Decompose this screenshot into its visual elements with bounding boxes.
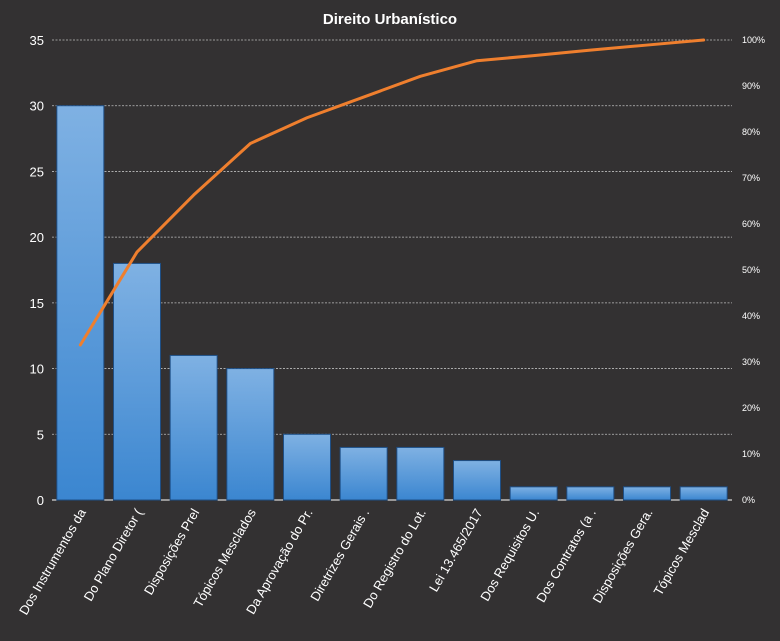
y-axis-right: 0% 10% 20% 30% 40% 50% 60% 70% 80% 90% 100%	[742, 35, 765, 505]
y-left-tick-label: 15	[30, 296, 44, 311]
y-left-tick-label: 0	[37, 493, 44, 508]
x-tick-label: Tópicos Mesclados	[190, 506, 259, 610]
bar	[509, 486, 558, 501]
cumulative-line	[78, 38, 706, 347]
bar	[396, 446, 445, 501]
y-left-tick-label: 25	[30, 164, 44, 179]
bar	[339, 446, 388, 501]
y-axis-left: 0 5 10 15 20 25 30 35	[30, 33, 44, 508]
y-left-tick-label: 30	[30, 99, 44, 114]
bar	[623, 486, 671, 501]
y-right-tick-label: 40%	[742, 311, 760, 321]
gridlines	[52, 39, 732, 501]
bar	[113, 262, 161, 501]
y-right-tick-label: 60%	[742, 219, 760, 229]
y-right-tick-label: 20%	[742, 403, 760, 413]
y-right-tick-label: 70%	[742, 173, 760, 183]
x-tick-label: Dos Contratos (a .	[533, 506, 599, 605]
x-tick-label: Lei 13.465/2017	[426, 506, 486, 594]
y-right-tick-label: 0%	[742, 495, 755, 505]
x-tick-label: Da Aprovação do Pr.	[243, 506, 316, 617]
x-tick-label: Disposições Prel	[141, 506, 202, 597]
y-right-tick-label: 100%	[742, 35, 765, 45]
bar	[453, 460, 501, 501]
x-tick-label: Disposições Gera.	[589, 506, 655, 605]
y-right-tick-label: 50%	[742, 265, 760, 275]
bar	[679, 486, 728, 501]
y-left-tick-label: 20	[30, 230, 44, 245]
bar	[56, 105, 105, 501]
cumulative-line-layer	[78, 38, 706, 347]
y-left-tick-label: 35	[30, 33, 44, 48]
x-tick-label: Do Plano Diretor (	[81, 505, 146, 603]
bar	[566, 486, 615, 501]
bar	[226, 368, 275, 501]
y-left-tick-label: 5	[37, 427, 44, 442]
x-tick-label: Tópicos Mesclad	[651, 506, 713, 598]
y-right-tick-label: 10%	[742, 449, 760, 459]
y-left-tick-label: 10	[30, 362, 44, 377]
x-tick-label: Diretrizes Gerais .	[307, 506, 372, 604]
y-right-tick-label: 30%	[742, 357, 760, 367]
bar	[283, 433, 331, 501]
x-tick-label: Do Registro do Lot.	[360, 506, 429, 611]
y-right-tick-label: 90%	[742, 81, 760, 91]
y-right-tick-label: 80%	[742, 127, 760, 137]
chart-title: Direito Urbanístico	[323, 11, 457, 28]
bars	[56, 105, 728, 501]
x-tick-label: Dos Requisitos U.	[477, 506, 542, 604]
x-tick-label: Dos Instrumentos da	[16, 505, 89, 617]
bar	[169, 354, 218, 501]
